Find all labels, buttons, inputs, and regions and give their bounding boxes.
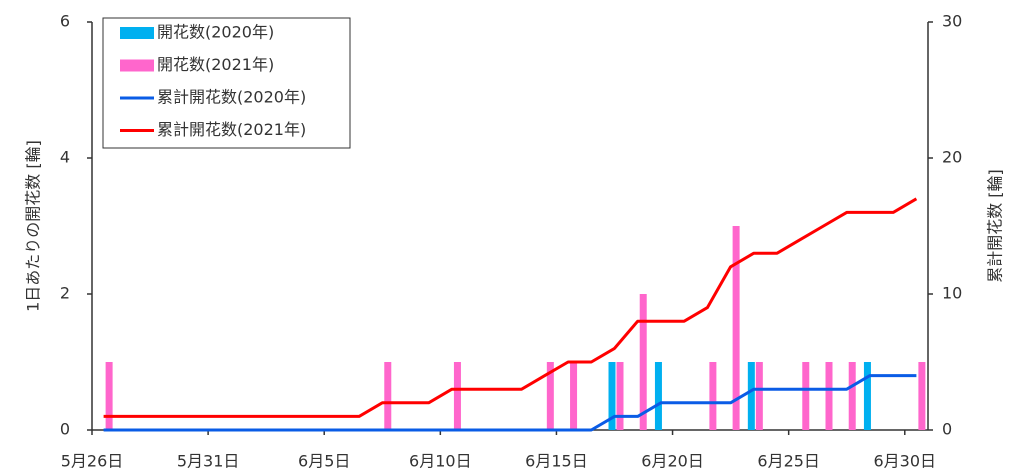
- bar: [709, 362, 717, 430]
- legend-box: [102, 17, 351, 149]
- y-tick-label: 6: [60, 12, 70, 31]
- x-tick-label: 5月31日: [177, 452, 240, 471]
- x-tick-label: 6月15日: [525, 452, 588, 471]
- x-tick-label: 6月20日: [641, 452, 704, 471]
- x-tick-label: 6月30日: [874, 452, 937, 471]
- bar: [802, 362, 810, 430]
- bar: [825, 362, 833, 430]
- x-tick-label: 6月5日: [298, 452, 350, 471]
- x-tick-label: 5月26日: [61, 452, 124, 471]
- legend-swatch: [120, 59, 154, 72]
- y2-axis-label: 累計開花数 [輪]: [986, 169, 1005, 283]
- y2-tick-label: 20: [942, 148, 962, 167]
- legend: 開花数(2020年) 開花数(2021年) 累計開花数(2020年) 累計開花数(20…: [102, 17, 351, 149]
- y2-tick-label: 10: [942, 284, 962, 303]
- bar: [639, 294, 647, 430]
- bar: [608, 362, 616, 430]
- y-tick-label: 2: [60, 284, 70, 303]
- bar: [747, 362, 755, 430]
- bar: [654, 362, 662, 430]
- x-tick-label: 6月10日: [409, 452, 472, 471]
- y2-tick-label: 30: [942, 12, 962, 31]
- legend-label: 開花数(2021年): [157, 55, 274, 74]
- bar: [848, 362, 856, 430]
- bar: [616, 362, 624, 430]
- bar: [570, 362, 578, 430]
- bar: [453, 362, 461, 430]
- bar: [732, 226, 740, 430]
- y-tick-label: 0: [60, 420, 70, 439]
- bar: [384, 362, 392, 430]
- legend-label: 累計開花数(2020年): [157, 88, 306, 107]
- bar: [546, 362, 554, 430]
- bar: [755, 362, 763, 430]
- legend-label: 開花数(2020年): [157, 23, 274, 42]
- y-axis-label: 1日あたりの開花数 [輪]: [24, 140, 43, 312]
- legend-swatch: [120, 27, 154, 39]
- bar: [918, 362, 926, 430]
- y2-tick-label: 0: [942, 420, 952, 439]
- x-tick-label: 6月25日: [757, 452, 820, 471]
- y-tick-label: 4: [60, 148, 70, 167]
- line: [103, 197, 918, 418]
- bar: [863, 362, 871, 430]
- line: [103, 374, 917, 432]
- bar: [105, 362, 113, 430]
- legend-label: 累計開花数(2021年): [157, 120, 306, 139]
